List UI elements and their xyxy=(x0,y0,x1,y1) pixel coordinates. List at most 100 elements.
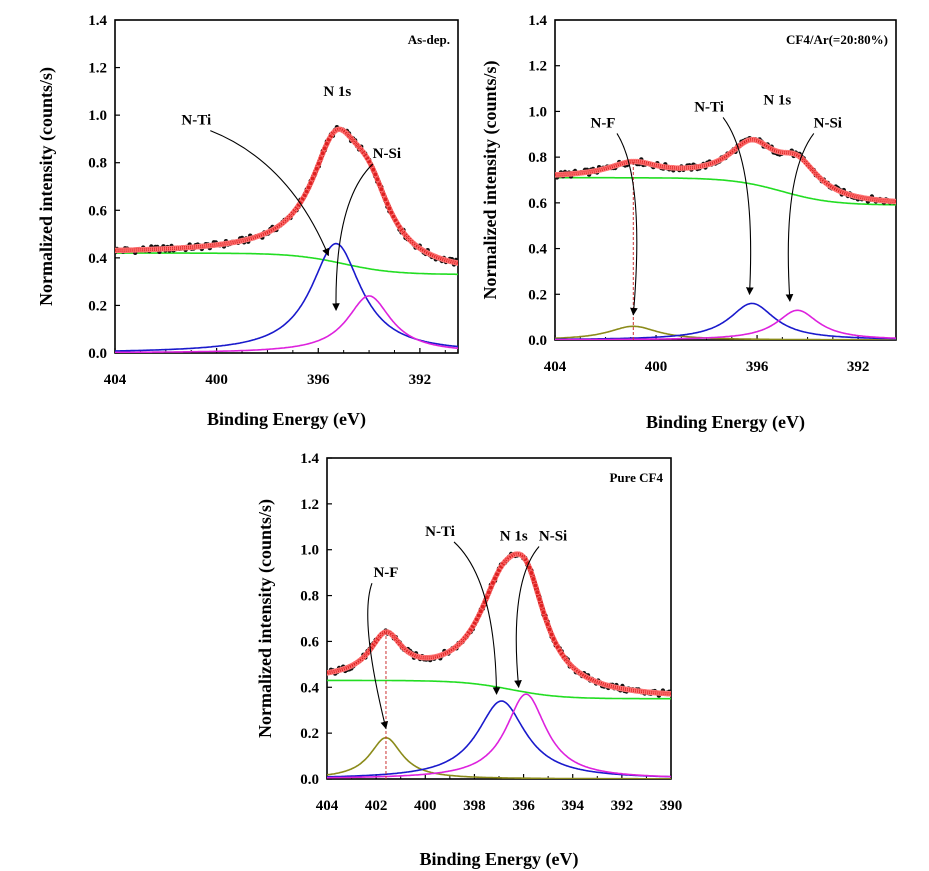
envelope-marker xyxy=(650,162,657,168)
envelope-marker xyxy=(184,244,191,251)
x-tick-label: 402 xyxy=(365,798,388,814)
envelope-marker xyxy=(885,198,891,204)
y-tick-label: 0.4 xyxy=(528,242,547,258)
envelope-marker xyxy=(594,167,600,174)
envelope-marker xyxy=(555,172,558,178)
envelope-marker xyxy=(662,164,669,170)
x-tick-label: 400 xyxy=(645,359,668,375)
envelope-marker xyxy=(694,164,701,170)
curves xyxy=(115,125,458,353)
envelope-marker xyxy=(578,170,584,176)
y-axis-label: Normalized intensity (counts/s) xyxy=(480,61,501,300)
envelope-marker xyxy=(382,629,389,635)
panel-title: As-dep. xyxy=(408,32,450,47)
envelope-marker xyxy=(638,159,645,165)
envelope-marker xyxy=(784,149,791,156)
y-tick-label: 0.0 xyxy=(88,346,107,362)
x-tick-label: 394 xyxy=(561,798,584,814)
envelope-marker xyxy=(313,165,320,172)
annotation-label: N-F xyxy=(590,115,615,131)
plot-frame xyxy=(554,19,897,341)
envelope-marker xyxy=(207,242,213,249)
envelope-marker xyxy=(158,246,165,252)
envelope-marker xyxy=(865,195,871,202)
y-axis-label: Normalized intensity (counts/s) xyxy=(255,499,276,738)
envelope-marker xyxy=(423,654,430,661)
y-tick-label: 0.8 xyxy=(528,150,547,166)
annotation-label: N-Ti xyxy=(694,99,724,115)
envelope-marker xyxy=(243,236,249,243)
envelope-marker xyxy=(311,170,318,177)
envelope-marker xyxy=(534,589,541,596)
envelope-marker xyxy=(160,246,167,252)
annotation-label: N-Ti xyxy=(425,524,455,540)
envelope-marker xyxy=(186,244,193,251)
y-tick-label: 0.4 xyxy=(300,680,319,696)
annotation-label: N 1s xyxy=(323,84,351,100)
envelope-marker xyxy=(853,193,859,200)
y-tick-label: 1.0 xyxy=(300,543,319,559)
envelope-marker xyxy=(879,197,885,204)
envelope-marker xyxy=(380,191,387,198)
envelope-marker xyxy=(213,242,219,248)
envelope-marker xyxy=(122,247,128,254)
envelope-marker xyxy=(748,136,755,143)
envelope-marker xyxy=(634,158,640,165)
annotation-label: N-Si xyxy=(539,529,567,545)
annotation-label: N-Si xyxy=(814,115,842,131)
envelope-marker xyxy=(641,688,648,695)
curves xyxy=(327,551,671,779)
envelope-marker xyxy=(136,247,143,253)
envelope-marker xyxy=(651,689,658,696)
x-axis-label: Binding Energy (eV) xyxy=(646,412,805,433)
envelope-marker xyxy=(530,576,537,582)
envelope-marker xyxy=(203,243,209,249)
envelope-marker xyxy=(126,247,132,253)
envelope-marker xyxy=(881,197,887,204)
envelope-marker xyxy=(140,246,147,253)
x-tick-label: 404 xyxy=(104,372,127,388)
y-tick-label: 1.4 xyxy=(528,13,547,29)
envelope-marker xyxy=(239,237,245,244)
envelope-marker xyxy=(372,171,379,178)
xps-panel-2: 0.0 0.2 0.4 0.6 0.8 1.0 1.2 1.4 404 400 396 392 Bind… xyxy=(480,13,897,433)
envelope-marker xyxy=(653,690,660,696)
annotation-arrow xyxy=(367,583,389,730)
envelope-marker xyxy=(871,196,877,203)
envelope-marker xyxy=(632,158,638,165)
x-tick-label: 396 xyxy=(746,359,769,375)
envelope-marker xyxy=(192,244,199,250)
envelope-marker xyxy=(863,195,869,202)
y-tick-label: 0.2 xyxy=(88,298,107,314)
envelope-marker xyxy=(231,239,237,246)
envelope-marker xyxy=(560,171,566,178)
envelope-marker xyxy=(196,243,203,250)
envelope-marker xyxy=(666,164,673,171)
envelope-marker xyxy=(580,169,586,176)
envelope-marker xyxy=(168,245,175,252)
envelope-marker xyxy=(582,169,588,176)
envelope-marker xyxy=(327,669,332,676)
y-axis-label: Normalized intensity (counts/s) xyxy=(36,67,57,306)
envelope-marker xyxy=(156,246,163,252)
envelope-marker xyxy=(877,197,883,204)
envelope-marker xyxy=(637,688,644,695)
envelope-marker xyxy=(477,608,484,614)
envelope-marker xyxy=(647,689,654,696)
annotation-label: N 1s xyxy=(500,529,528,545)
envelope-marker xyxy=(631,687,638,694)
envelope-marker xyxy=(617,685,624,692)
envelope-marker xyxy=(319,150,326,157)
x-tick-label: 398 xyxy=(463,798,486,814)
envelope-marker xyxy=(570,170,576,177)
y-tick-label: 0.4 xyxy=(88,251,107,267)
envelope-marker xyxy=(645,689,652,695)
envelope-marker xyxy=(639,688,646,695)
y-tick-label: 1.2 xyxy=(88,61,107,77)
y-tick-label: 0.2 xyxy=(528,287,547,303)
x-tick-label: 404 xyxy=(316,798,339,814)
envelope-marker xyxy=(490,580,496,586)
y-tick-label: 0.6 xyxy=(528,196,547,212)
envelope-marker xyxy=(750,136,757,143)
envelope-marker xyxy=(427,654,434,661)
